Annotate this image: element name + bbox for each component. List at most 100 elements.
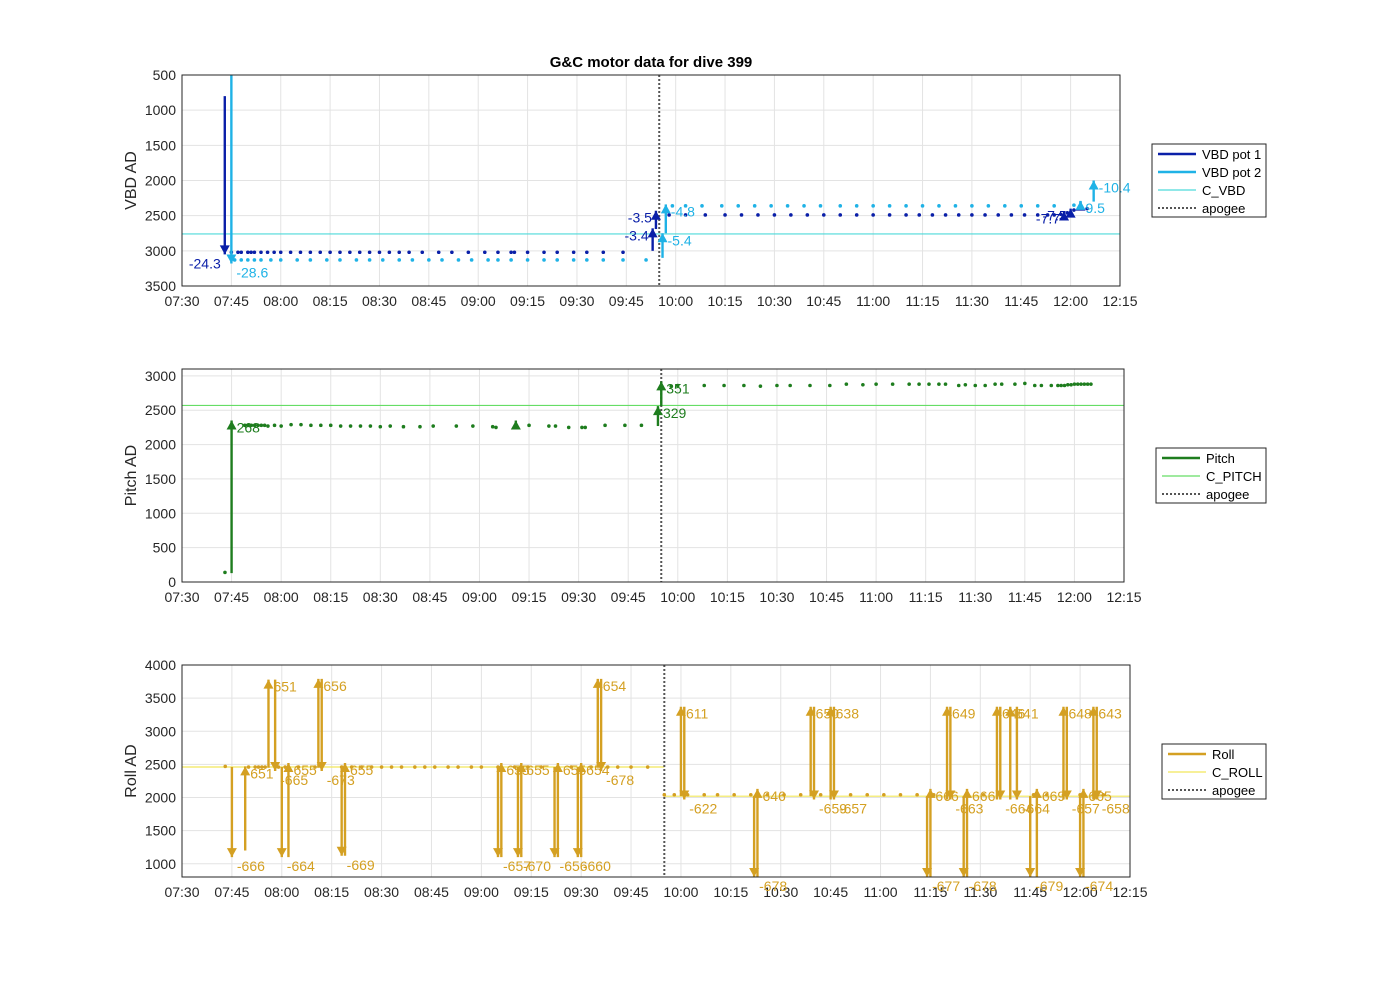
vbd-data-point bbox=[805, 213, 810, 217]
vbd-data-point bbox=[1035, 204, 1040, 208]
roll-data-label: 669 bbox=[1042, 788, 1066, 804]
vbd-data-point bbox=[512, 250, 517, 255]
vbd-data-point bbox=[970, 213, 974, 217]
vbd-data-point bbox=[380, 258, 385, 262]
vbd-data-point bbox=[338, 258, 342, 262]
pitch-y-tick-label: 500 bbox=[153, 540, 177, 556]
roll-x-tick-label: 11:30 bbox=[963, 884, 997, 900]
pitch-data-point bbox=[243, 423, 247, 428]
roll-data-label: 638 bbox=[836, 706, 860, 722]
pitch-data-point bbox=[256, 423, 260, 428]
roll-data-point bbox=[1045, 793, 1049, 797]
vbd-data-point bbox=[854, 204, 859, 208]
pitch-data-point bbox=[388, 424, 393, 428]
vbd-data-point bbox=[440, 258, 444, 262]
pitch-axes-frame bbox=[181, 368, 1125, 583]
vbd-move-arrowhead bbox=[226, 254, 237, 264]
roll-data-label: -659 bbox=[819, 800, 847, 816]
vbd-data-point bbox=[239, 258, 244, 262]
roll-move-arrowhead bbox=[995, 790, 1006, 800]
roll-data-point bbox=[662, 793, 667, 797]
vbd-data-point bbox=[683, 204, 688, 208]
vbd-x-tick-label: 11:45 bbox=[1004, 293, 1038, 309]
pitch-data-point bbox=[993, 382, 997, 386]
pitch-data-point bbox=[1039, 383, 1044, 388]
pitch-y-tick-label: 0 bbox=[168, 574, 176, 590]
roll-y-tick-label: 4000 bbox=[145, 657, 176, 673]
roll-x-tick-label: 09:30 bbox=[564, 884, 599, 900]
vbd-data-point bbox=[887, 204, 892, 208]
vbd-data-point bbox=[278, 258, 283, 262]
vbd-data-point bbox=[450, 250, 454, 255]
roll-move-arrowhead bbox=[516, 763, 527, 773]
pitch-data-point bbox=[1082, 382, 1087, 386]
vbd-x-tick-label: 09:30 bbox=[559, 293, 594, 309]
vbd-x-tick-label: 10:15 bbox=[708, 293, 743, 309]
roll-move-arrowhead bbox=[752, 788, 763, 798]
roll-move-arrowhead bbox=[1078, 788, 1089, 798]
roll-data-point bbox=[782, 793, 786, 797]
roll-data-point bbox=[605, 765, 610, 769]
roll-x-tick-label: 09:00 bbox=[464, 884, 499, 900]
roll-x-tick-label: 10:45 bbox=[813, 884, 848, 900]
pitch-data-point bbox=[299, 422, 303, 427]
pitch-data-point bbox=[1085, 382, 1090, 386]
pitch-data-point bbox=[259, 423, 264, 428]
roll-move-arrowhead bbox=[263, 679, 274, 689]
roll-data-label: 666 bbox=[972, 788, 996, 804]
roll-data-label: 656 bbox=[323, 678, 347, 694]
vbd-data-point bbox=[397, 258, 402, 262]
pitch-data-point bbox=[702, 383, 707, 388]
roll-data-label: -663 bbox=[955, 800, 983, 816]
roll-move-arrowhead bbox=[596, 762, 607, 771]
roll-y-tick-label: 1000 bbox=[145, 856, 176, 872]
roll-legend-label: apogee bbox=[1212, 783, 1255, 798]
vbd-data-point bbox=[854, 213, 859, 217]
vbd-y-tick-label: 1500 bbox=[145, 137, 176, 153]
vbd-data-point bbox=[585, 250, 589, 255]
pitch-x-tick-label: 12:15 bbox=[1106, 589, 1141, 605]
roll-y-tick-label: 3000 bbox=[145, 723, 176, 739]
vbd-data-label: -7.5 bbox=[1043, 208, 1067, 224]
pitch-data-point bbox=[788, 383, 792, 388]
vbd-data-point bbox=[482, 250, 487, 255]
roll-data-point bbox=[798, 793, 803, 797]
vbd-data-point bbox=[838, 213, 843, 217]
pitch-data-point bbox=[1013, 382, 1017, 386]
roll-move-arrowhead bbox=[679, 790, 690, 800]
roll-data-label: 641 bbox=[1015, 706, 1039, 722]
pitch-data-point bbox=[279, 424, 283, 428]
vbd-data-point bbox=[887, 213, 892, 217]
vbd-data-point bbox=[525, 250, 530, 255]
vbd-x-tick-label: 07:45 bbox=[214, 293, 249, 309]
vbd-data-label: -28.6 bbox=[236, 264, 268, 280]
roll-axes-frame bbox=[181, 664, 1131, 878]
roll-data-point bbox=[263, 765, 267, 769]
vbd-data-point bbox=[278, 250, 283, 255]
pitch-data-point bbox=[471, 424, 475, 428]
vbd-data-point bbox=[904, 204, 908, 208]
roll-data-point bbox=[672, 793, 677, 797]
vbd-data-point bbox=[930, 213, 935, 217]
pitch-x-tick-label: 08:15 bbox=[313, 589, 348, 605]
vbd-move-arrowhead bbox=[1075, 200, 1086, 210]
vbd-data-point bbox=[427, 258, 431, 262]
pitch-data-point bbox=[1079, 382, 1083, 386]
pitch-data-point bbox=[266, 424, 270, 428]
roll-data-label: 655 bbox=[293, 762, 317, 778]
vbd-move-arrowhead bbox=[1088, 180, 1099, 190]
vbd-data-point bbox=[785, 204, 790, 208]
vbd-data-point bbox=[269, 258, 273, 262]
pitch-move-arrowhead bbox=[510, 420, 521, 430]
vbd-data-point bbox=[1019, 204, 1024, 208]
roll-data-label: 611 bbox=[686, 706, 709, 722]
roll-x-tick-label: 10:00 bbox=[663, 884, 698, 900]
roll-data-point bbox=[456, 765, 460, 769]
pitch-data-point bbox=[1056, 383, 1060, 388]
pitch-legend-label: Pitch bbox=[1206, 451, 1235, 466]
roll-data-label: -678 bbox=[969, 878, 997, 894]
roll-data-point bbox=[399, 765, 404, 769]
roll-move-arrowhead bbox=[276, 848, 287, 858]
